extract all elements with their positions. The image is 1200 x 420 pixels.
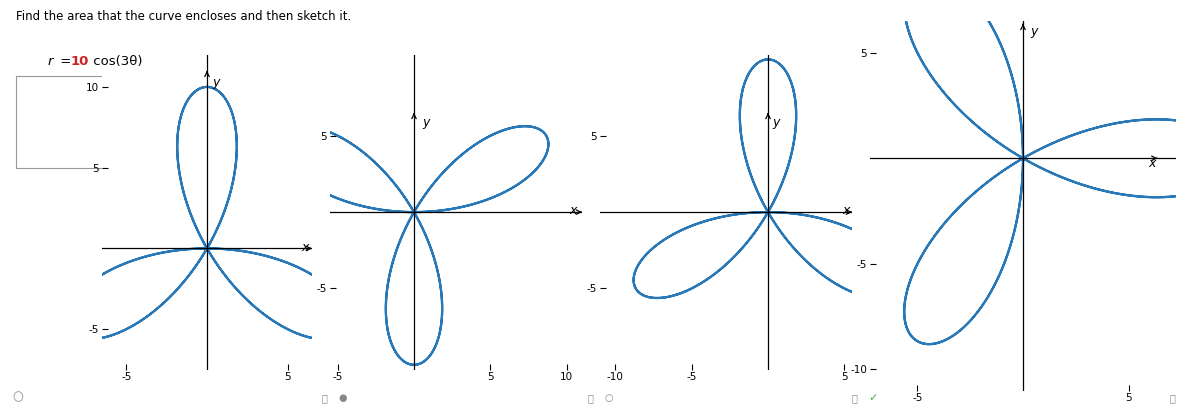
Text: x: x (842, 204, 850, 217)
Text: ⓘ: ⓘ (1170, 393, 1176, 403)
Text: 10: 10 (71, 55, 89, 68)
Text: cos(3θ): cos(3θ) (89, 55, 143, 68)
Text: Find the area that the curve encloses and then sketch it.: Find the area that the curve encloses an… (16, 10, 350, 24)
Text: ⓘ: ⓘ (852, 393, 858, 403)
Text: =: = (56, 55, 76, 68)
Text: r: r (48, 55, 54, 68)
Text: ○: ○ (12, 390, 23, 403)
Text: y: y (422, 116, 430, 129)
Text: ⓘ: ⓘ (322, 393, 328, 403)
Text: x: x (301, 241, 308, 254)
Text: x: x (1148, 157, 1156, 170)
Text: y: y (773, 116, 780, 129)
Text: y: y (1030, 25, 1037, 38)
Text: ●: ● (338, 393, 347, 403)
Text: ⓘ: ⓘ (588, 393, 594, 403)
Text: y: y (212, 76, 220, 89)
Text: x: x (570, 204, 577, 217)
Text: ✓: ✓ (869, 393, 878, 403)
Text: ○: ○ (605, 393, 613, 403)
